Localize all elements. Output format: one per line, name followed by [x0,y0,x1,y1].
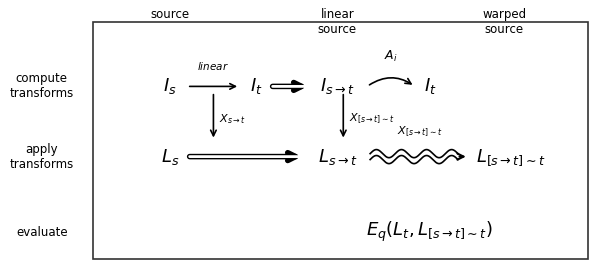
Text: $X_{s\to t}$: $X_{s\to t}$ [219,112,247,126]
Text: evaluate: evaluate [16,226,67,239]
Text: $I_{s\to t}$: $I_{s\to t}$ [320,76,355,96]
Text: $I_s$: $I_s$ [164,76,177,96]
Text: warped
source: warped source [482,8,527,36]
Text: $L_s$: $L_s$ [161,147,179,167]
Text: apply
transforms: apply transforms [10,143,74,171]
Text: $I_t$: $I_t$ [250,76,263,96]
Text: $L_{s\to t}$: $L_{s\to t}$ [318,147,357,167]
Text: $X_{[s\to t]\sim t}$: $X_{[s\to t]\sim t}$ [349,112,395,126]
Text: $E_q(L_t, L_{[s\to t]\sim t})$: $E_q(L_t, L_{[s\to t]\sim t})$ [367,220,493,244]
FancyBboxPatch shape [93,22,588,259]
Text: linear
source: linear source [318,8,357,36]
Text: $A_i$: $A_i$ [384,49,398,64]
Text: $L_{[s\to t]\sim t}$: $L_{[s\to t]\sim t}$ [476,147,545,167]
Text: source: source [150,8,190,21]
Text: $X_{[s\to t]\sim t}$: $X_{[s\to t]\sim t}$ [396,125,442,139]
Text: $I_t$: $I_t$ [423,76,436,96]
Text: $\mathit{linear}$: $\mathit{linear}$ [198,60,229,72]
Text: compute
transforms: compute transforms [10,72,74,100]
